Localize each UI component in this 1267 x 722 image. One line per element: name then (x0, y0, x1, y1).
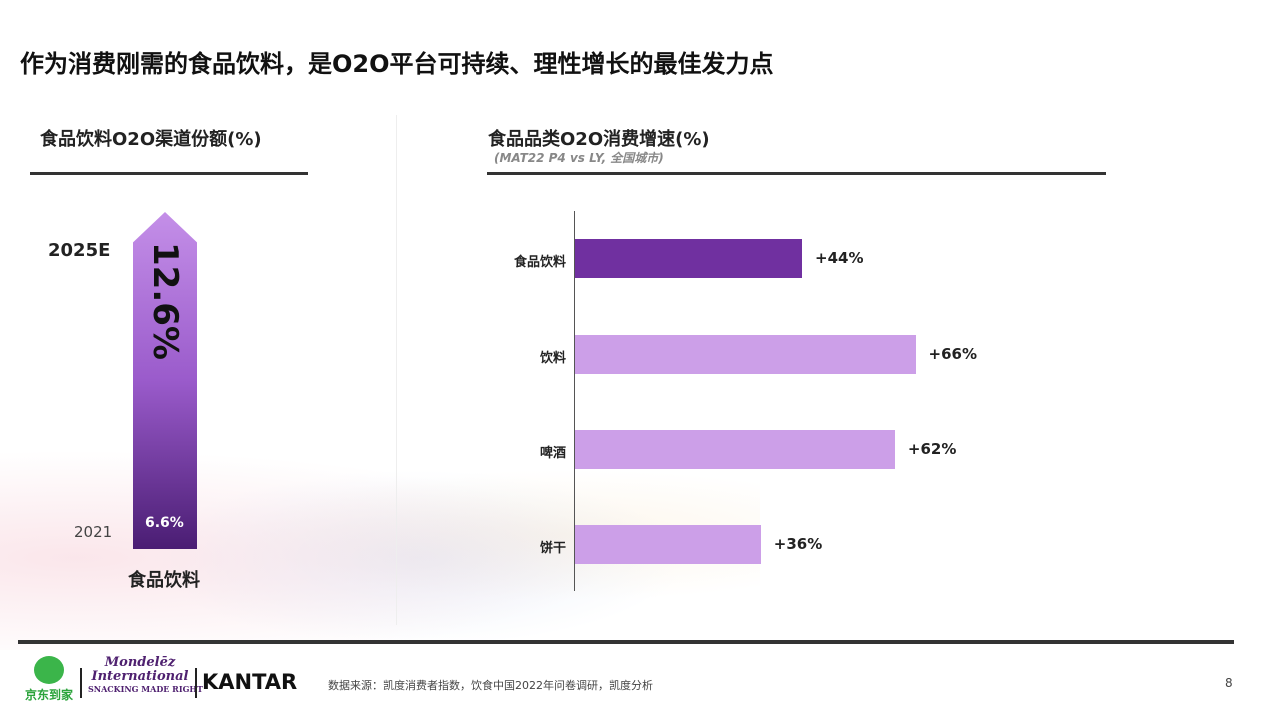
left-rule (30, 172, 308, 175)
right-rule (487, 172, 1106, 175)
category-tick-label: 饮料 (539, 351, 566, 366)
chart-title: 食品品类O2O消费增速(%) (488, 129, 710, 150)
kantar-logo: KANTAR (202, 670, 298, 694)
mondelez-logo: Mondelēz International SNACKING MADE RIGH… (88, 655, 203, 695)
logo-sep (80, 668, 82, 698)
bar (575, 239, 803, 278)
left-heading: 食品饮料O2O渠道份额(%) (40, 129, 262, 150)
data-label: +66% (928, 345, 978, 363)
bar (575, 525, 761, 564)
data-label: +44% (815, 249, 864, 267)
data-label: +36% (773, 535, 823, 553)
category-label: 食品饮料 (128, 570, 200, 591)
year-2025: 2025E (48, 240, 111, 261)
footer-rule (18, 640, 1234, 644)
divider (396, 115, 397, 625)
logo-sep (195, 668, 197, 698)
page-title: 作为消费刚需的食品饮料，是O2O平台可持续、理性增长的最佳发力点 (20, 50, 774, 78)
jd-mascot-icon (34, 656, 64, 684)
chart-subtitle: (MAT22 P4 vs LY, 全国城市) (494, 151, 664, 165)
source-note: 数据来源：凯度消费者指数，饮食中国2022年问卷调研，凯度分析 (328, 679, 653, 692)
category-tick-label: 食品饮料 (513, 255, 566, 270)
value-2025: 12.6% (145, 242, 185, 360)
category-tick-label: 饼干 (539, 541, 566, 556)
growth-arrow (133, 212, 197, 549)
data-label: +62% (907, 440, 957, 458)
page-number: 8 (1225, 676, 1233, 690)
value-2021: 6.6% (145, 515, 184, 531)
bar (575, 335, 916, 374)
bar (575, 430, 895, 469)
category-tick-label: 啤酒 (539, 446, 566, 461)
year-2021: 2021 (74, 523, 113, 541)
jd-logo: 京东到家 (22, 656, 76, 703)
y-axis (574, 211, 575, 591)
